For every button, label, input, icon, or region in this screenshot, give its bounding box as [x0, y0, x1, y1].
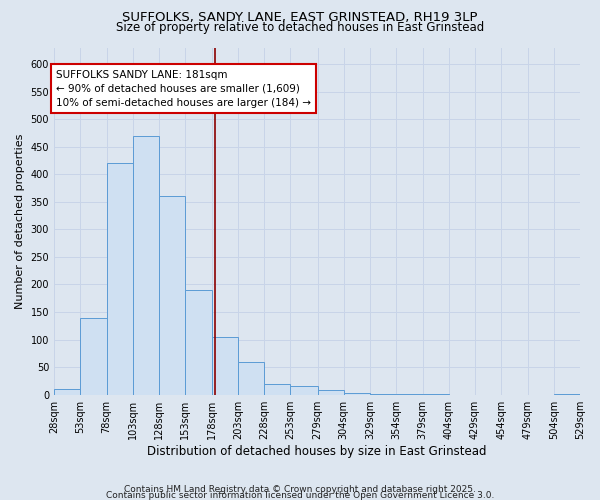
Bar — [317, 390, 344, 394]
Bar — [185, 290, 212, 395]
Bar — [238, 362, 264, 394]
Text: SUFFOLKS SANDY LANE: 181sqm
← 90% of detached houses are smaller (1,609)
10% of : SUFFOLKS SANDY LANE: 181sqm ← 90% of det… — [56, 70, 311, 108]
Text: SUFFOLKS, SANDY LANE, EAST GRINSTEAD, RH19 3LP: SUFFOLKS, SANDY LANE, EAST GRINSTEAD, RH… — [122, 11, 478, 24]
X-axis label: Distribution of detached houses by size in East Grinstead: Distribution of detached houses by size … — [147, 444, 487, 458]
Bar — [290, 386, 317, 394]
Bar — [54, 389, 80, 394]
Bar — [212, 337, 238, 394]
Bar — [159, 196, 185, 394]
Bar — [80, 318, 107, 394]
Bar — [264, 384, 290, 394]
Text: Contains HM Land Registry data © Crown copyright and database right 2025.: Contains HM Land Registry data © Crown c… — [124, 485, 476, 494]
Bar — [344, 393, 370, 394]
Text: Contains public sector information licensed under the Open Government Licence 3.: Contains public sector information licen… — [106, 490, 494, 500]
Bar — [107, 163, 133, 394]
Bar — [133, 136, 159, 394]
Y-axis label: Number of detached properties: Number of detached properties — [15, 134, 25, 309]
Text: Size of property relative to detached houses in East Grinstead: Size of property relative to detached ho… — [116, 22, 484, 35]
